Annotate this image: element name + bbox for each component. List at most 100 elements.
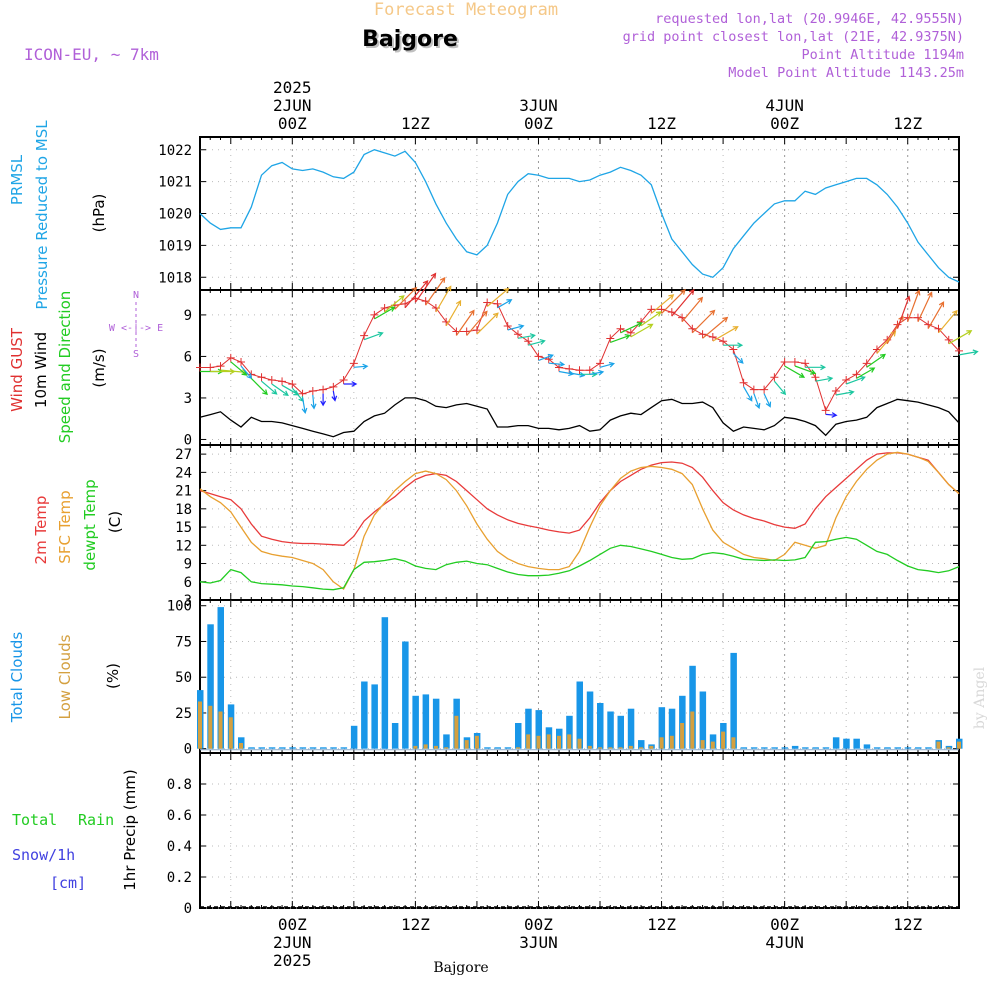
gust-marker	[688, 324, 697, 333]
low-cloud-bar	[946, 747, 951, 749]
wind-ytick-label: 0	[184, 432, 192, 448]
wind-arrow	[712, 326, 739, 342]
wind-arrow	[681, 296, 704, 323]
gust-marker	[831, 387, 840, 396]
wind-arrow	[384, 295, 405, 313]
wind-ytick-label: 6	[184, 349, 192, 365]
gust-marker	[196, 363, 204, 372]
gust-marker	[513, 330, 522, 339]
wind-arrow	[579, 371, 598, 378]
wind-arrow	[455, 309, 475, 336]
wind-arrow	[907, 289, 921, 322]
total-cloud-bar	[299, 747, 307, 749]
total-cloud-bar	[668, 708, 676, 749]
low-cloud-bar	[598, 747, 602, 749]
precip-frame	[199, 752, 960, 909]
wind-arrow	[896, 295, 911, 329]
total-cloud-bar	[709, 734, 717, 749]
wind-arrow	[866, 353, 887, 368]
gust-marker	[524, 337, 533, 346]
low-cloud-bar	[957, 741, 961, 749]
dewpt-label: dewpt Temp	[81, 479, 99, 570]
total-cloud-bar	[925, 747, 932, 749]
total-cloud-bar	[566, 715, 573, 749]
wind-panel: 0 3 6 9	[184, 272, 979, 448]
total-cloud-bar	[494, 747, 501, 749]
wind-arrow	[230, 361, 248, 376]
wind-arrow	[640, 311, 662, 327]
wind-arrow	[374, 306, 396, 320]
total-cloud-bar	[638, 740, 645, 749]
low-cloud-bar	[198, 701, 202, 749]
wind-arrow	[425, 276, 446, 306]
total-cloud-bar	[248, 747, 255, 749]
temperature-ytick-label: 3	[184, 593, 192, 609]
gust-marker	[739, 378, 748, 387]
top-time-label: 00Z	[278, 114, 307, 133]
pressure-unit: (hPa)	[90, 194, 108, 233]
pressure-ytick-label: 1019	[158, 238, 192, 254]
low-cloud-bar	[659, 737, 664, 749]
precip-ytick-label: 0.6	[167, 808, 192, 824]
wind-arrow	[763, 393, 772, 408]
precip-axis-label: 1hr Precip (mm)	[121, 769, 139, 890]
wind-arrow	[784, 365, 806, 378]
total-cloud-bar	[381, 617, 389, 749]
bottom-time-label: 2JUN	[273, 933, 312, 952]
clouds-ytick-label: 0	[184, 742, 192, 758]
wind-arrow	[250, 377, 268, 396]
low-cloud-bar	[710, 741, 715, 749]
total-cloud-bar	[802, 747, 809, 749]
wind-arrow	[394, 286, 418, 310]
low-cloud-bar	[423, 744, 428, 749]
wind-arrow	[732, 353, 744, 364]
low-cloud-bar	[413, 745, 418, 749]
point-altitude: Point Altitude 1194m	[801, 47, 964, 63]
wind-arrow	[414, 272, 437, 303]
pressure-line	[199, 149, 960, 283]
chart-title: Forecast Meteogram	[374, 0, 558, 20]
clouds-panel: 0 25 50 75 100	[167, 599, 963, 758]
gust-marker	[370, 310, 379, 319]
pressure-ytick-label: 1021	[158, 175, 192, 191]
model-label: ICON-EU, ~ 7km	[24, 45, 159, 64]
precip-ytick-label: 0.2	[167, 870, 192, 886]
precip-total-label: Total	[12, 811, 57, 829]
grid-point-coords: grid point closest lon,lat (21E, 42.9375…	[623, 29, 964, 45]
low-cloud-bar	[608, 747, 613, 749]
wind-arrow	[538, 353, 554, 361]
wind-arrow	[671, 289, 695, 317]
total-cloud-bar	[740, 747, 748, 749]
gust-marker	[657, 305, 666, 314]
pressure-ytick-label: 1018	[158, 270, 192, 286]
precip-ytick-label: 0	[184, 901, 192, 917]
bottom-time-label: 12Z	[401, 915, 430, 934]
wind-arrow	[320, 393, 327, 407]
wind-arrow	[691, 309, 716, 334]
gust-marker	[698, 330, 707, 339]
model-point-altitude: Model Point Altitude 1143.25m	[728, 65, 964, 81]
gust-marker	[811, 373, 820, 382]
wind-arrow	[310, 394, 317, 410]
low-cloud-bar	[680, 723, 685, 749]
wind-arrow	[445, 299, 462, 327]
total-cloud-bar	[515, 723, 522, 749]
total-cloud-bar	[904, 747, 912, 749]
wind-arrow	[917, 291, 933, 322]
temperature-ytick-label: 15	[175, 520, 192, 536]
precip-ytick-label: 0.8	[167, 777, 192, 793]
wind-arrow	[569, 371, 586, 378]
wind-arrow	[240, 365, 253, 380]
low-cloud-bar	[690, 711, 695, 749]
top-time-label: 2JUN	[273, 96, 312, 115]
total-cloud-bar	[391, 723, 399, 749]
wind-arrow	[301, 397, 308, 415]
wind-arrow	[815, 376, 834, 382]
gust-marker	[360, 331, 369, 340]
gust-marker	[534, 352, 543, 361]
total-cloud-bar	[525, 708, 532, 749]
gust-marker	[226, 353, 235, 362]
total-cloud-bar	[822, 747, 830, 749]
gust-marker	[708, 333, 717, 342]
